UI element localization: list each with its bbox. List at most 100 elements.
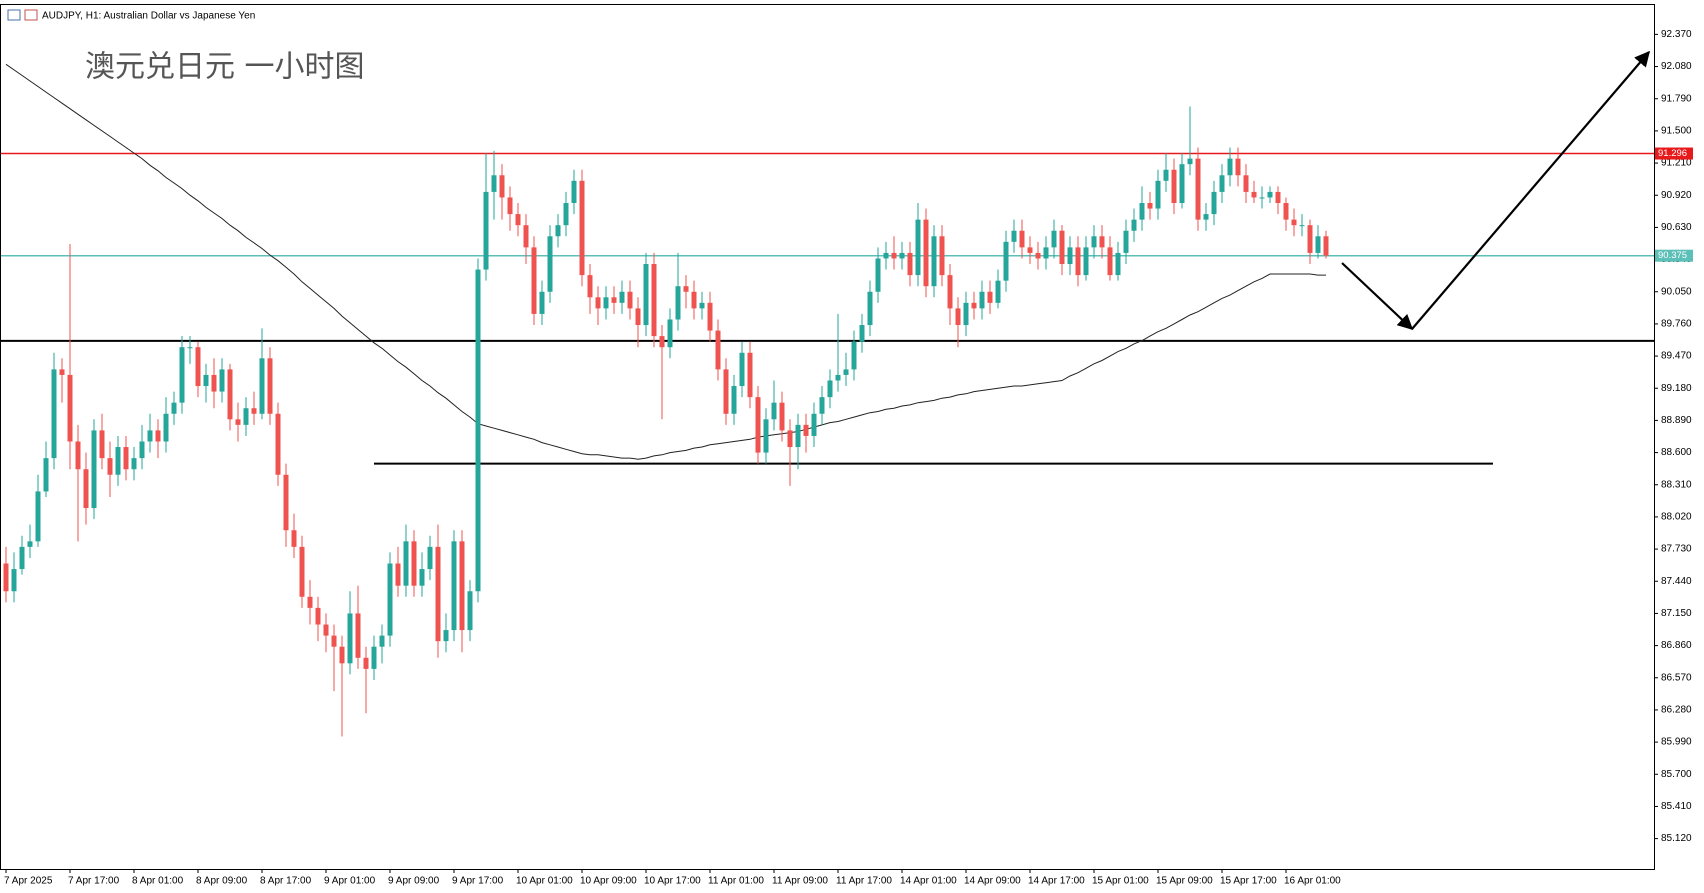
candle-body: [787, 430, 793, 448]
x-tick-label: 7 Apr 2025: [4, 876, 53, 887]
candle-body: [435, 546, 441, 642]
candle-body: [491, 175, 497, 192]
candle-body: [315, 607, 321, 625]
y-tick-label: 86.860: [1661, 640, 1692, 651]
candle-body: [1211, 191, 1217, 215]
y-tick-label: 90.050: [1661, 286, 1692, 297]
candle-body: [1283, 203, 1289, 220]
candle-body: [1275, 191, 1281, 204]
candle-body: [67, 374, 73, 442]
candle-body: [555, 225, 561, 237]
candle-body: [323, 624, 329, 636]
chart-header: AUDJPY, H1: Australian Dollar vs Japanes…: [42, 11, 255, 22]
candle-body: [451, 541, 457, 631]
candle-body: [211, 374, 217, 392]
candle-body: [539, 291, 545, 314]
x-tick-label: 9 Apr 09:00: [388, 876, 440, 887]
candle-body: [1139, 203, 1145, 220]
candle-body: [283, 474, 289, 531]
candle-body: [1315, 236, 1321, 253]
candle-body: [403, 541, 409, 586]
candle-body: [907, 252, 913, 276]
candle-body: [411, 541, 417, 586]
candle-body: [835, 374, 841, 381]
candle-body: [747, 352, 753, 398]
candle-body: [979, 291, 985, 309]
candle-body: [427, 546, 433, 570]
y-tick-label: 85.120: [1661, 833, 1692, 844]
candle-body: [1203, 214, 1209, 220]
candle-body: [995, 280, 1001, 303]
x-tick-label: 10 Apr 17:00: [644, 876, 701, 887]
candle-body: [475, 269, 481, 592]
candle-body: [915, 219, 921, 276]
candle-body: [635, 308, 641, 326]
candle-body: [587, 275, 593, 298]
candle-body: [371, 646, 377, 669]
x-tick-label: 8 Apr 17:00: [260, 876, 312, 887]
x-tick-label: 11 Apr 17:00: [836, 876, 892, 887]
candle-body: [179, 347, 185, 403]
candle-body: [691, 291, 697, 309]
y-tick-label: 87.150: [1661, 608, 1692, 619]
candle-body: [1267, 191, 1273, 198]
candle-body: [1083, 247, 1089, 276]
candle-body: [963, 302, 969, 326]
candle-body: [1179, 164, 1185, 204]
candle-body: [1251, 191, 1257, 198]
candle-body: [355, 613, 361, 658]
candle-body: [59, 369, 65, 375]
y-tick-label: 91.210: [1661, 158, 1692, 169]
y-tick-label: 86.570: [1661, 672, 1692, 683]
candle-body: [739, 352, 745, 387]
y-tick-label: 85.990: [1661, 737, 1692, 748]
plot-frame: [0, 4, 1655, 870]
y-tick-label: 92.080: [1661, 61, 1692, 72]
x-tick-label: 11 Apr 01:00: [708, 876, 764, 887]
candle-body: [619, 291, 625, 303]
plot-layer: 92.370 92.080 91.790 91.500 91.210 90.920 90.6…: [1, 29, 1693, 887]
moving-average: [5, 63, 1326, 460]
candle-body: [347, 613, 353, 664]
candle-body: [987, 291, 993, 303]
candle-body: [1307, 225, 1313, 253]
candle-body: [107, 458, 113, 475]
candle-body: [1123, 230, 1129, 253]
candle-body: [1067, 247, 1073, 265]
candle-body: [675, 286, 681, 320]
candle-body: [1155, 180, 1161, 209]
candle-body: [27, 541, 33, 547]
icon: [24, 9, 38, 21]
y-tick-label: 88.310: [1661, 479, 1692, 490]
candle-body: [219, 369, 225, 392]
candle-body: [1107, 247, 1113, 276]
candle-body: [683, 286, 689, 292]
y-tick-label: 91.790: [1661, 93, 1692, 104]
x-tick-label: 7 Apr 17:00: [68, 876, 120, 887]
candle-body: [507, 197, 513, 215]
candle-body: [155, 430, 161, 442]
y-tick-label: 88.890: [1661, 415, 1692, 426]
y-tick-label: 87.440: [1661, 576, 1692, 587]
candle-body: [331, 635, 337, 647]
candle-body: [803, 424, 809, 436]
candle-body: [379, 635, 385, 647]
candle-body: [1051, 230, 1057, 248]
candle-body: [667, 319, 673, 348]
candle-body: [1027, 247, 1033, 253]
candle-body: [443, 630, 449, 642]
candle-body: [1259, 197, 1265, 199]
candle-body: [1235, 158, 1241, 176]
x-tick-label: 15 Apr 01:00: [1092, 876, 1149, 887]
candle-body: [91, 430, 97, 509]
candle-body: [1227, 158, 1233, 176]
candle-body: [755, 397, 761, 453]
candle-body: [651, 264, 657, 337]
candle-body: [843, 369, 849, 375]
candle-body: [1323, 236, 1329, 256]
candle-body: [971, 302, 977, 309]
candle-body: [299, 546, 305, 597]
x-tick-label: 9 Apr 01:00: [324, 876, 376, 887]
price-tag: [1655, 249, 1693, 262]
candle-body: [1075, 247, 1081, 276]
